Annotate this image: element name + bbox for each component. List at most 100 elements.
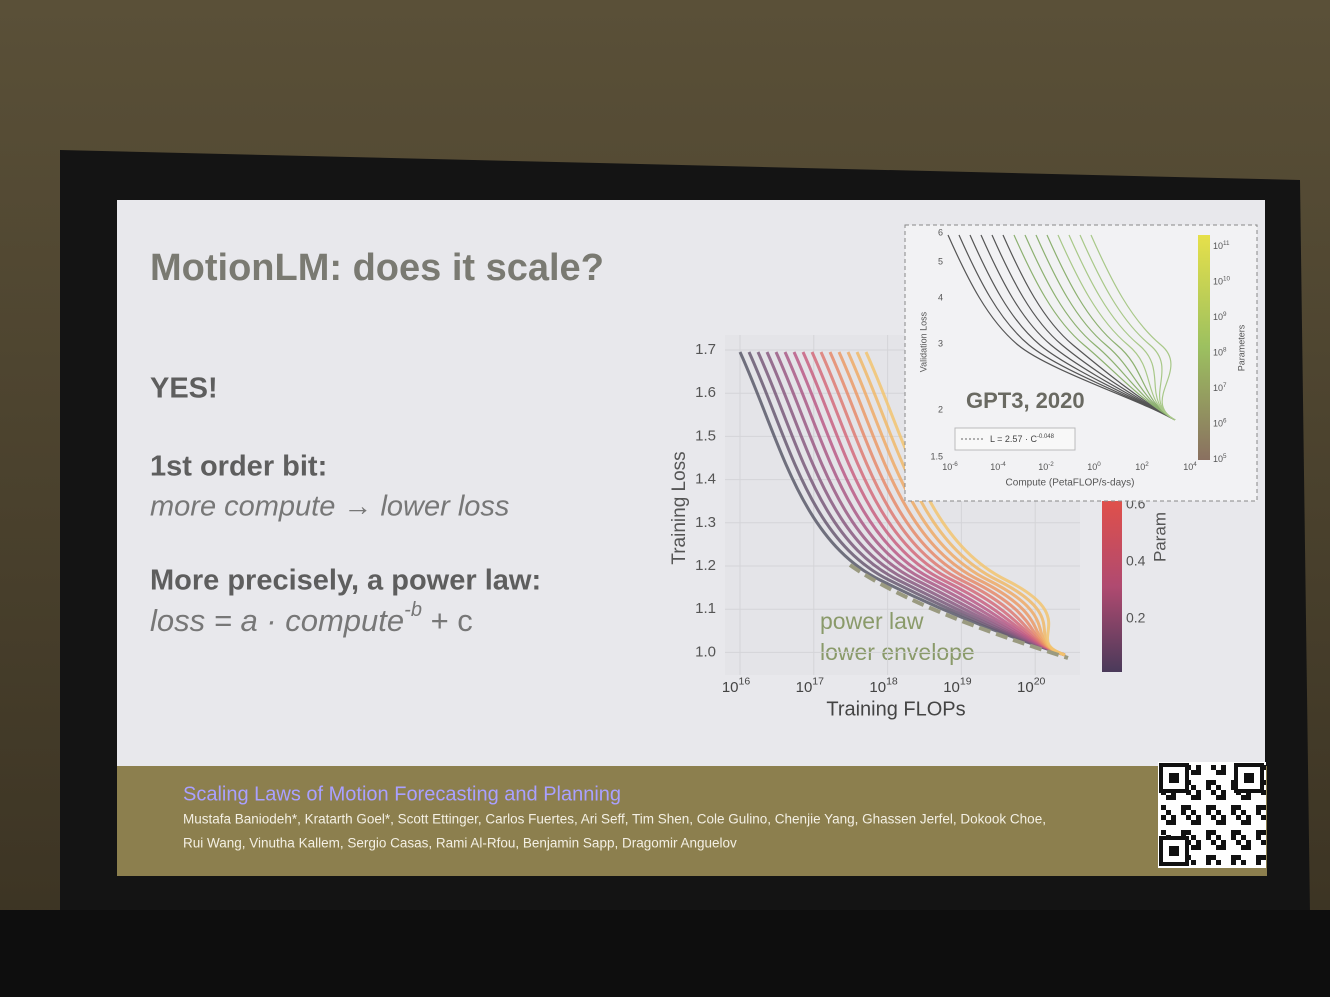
curve <box>828 351 1066 657</box>
qr-cell <box>1206 805 1211 810</box>
qr-finder-dot <box>1169 846 1179 856</box>
qr-code <box>1158 762 1266 868</box>
tick-label: 109 <box>1213 311 1227 323</box>
tick-label: 108 <box>1213 346 1227 358</box>
tick-label: 10-2 <box>1038 461 1054 473</box>
curve <box>810 351 1066 657</box>
inset: Validation Loss Compute (PetaFLOP/s-days… <box>904 224 1258 502</box>
y-tick-label: 1.4 <box>695 471 716 488</box>
qr-cell <box>1246 815 1251 820</box>
inset-colorbar-label: Parameters <box>1236 324 1246 371</box>
qr-cell <box>1191 810 1196 815</box>
qr-cell <box>1196 845 1201 850</box>
qr-cell <box>1236 805 1241 810</box>
qr-cell <box>1191 770 1196 775</box>
qr-cell <box>1206 780 1211 785</box>
tick-base: 10 <box>1038 462 1048 472</box>
inset-x-label: Compute (PetaFLOP/s-days) <box>1006 478 1135 489</box>
qr-cell <box>1231 830 1236 835</box>
y-tick-label: 1.1 <box>695 600 716 617</box>
qr-cell <box>1261 855 1266 860</box>
tick-label: 1019 <box>943 675 972 696</box>
tick-label: 10-4 <box>990 461 1006 473</box>
yes: YES! <box>150 373 218 405</box>
curve <box>846 351 1066 657</box>
formula-lhs: loss = a · compute <box>150 603 404 638</box>
tick-base: 10 <box>1017 679 1034 696</box>
qr-cell <box>1241 835 1246 840</box>
qr-cell <box>1196 815 1201 820</box>
heading: 1st order bit: <box>150 451 327 483</box>
tick-exp: -4 <box>1000 461 1006 468</box>
tick-exp: 9 <box>1223 311 1227 318</box>
tick-exp: 18 <box>886 675 898 687</box>
colorbar-label: Param <box>1150 512 1169 562</box>
tick-label: 1018 <box>869 675 898 696</box>
qr-cell <box>1231 805 1236 810</box>
tick-label: 104 <box>1183 461 1197 473</box>
y-tick-label: 1.0 <box>695 643 716 660</box>
y-tick-label: 1.2 <box>695 557 716 574</box>
inset-curve <box>1057 234 1176 421</box>
envelope <box>848 563 1069 660</box>
curve <box>819 351 1066 657</box>
qr-cell <box>1236 830 1241 835</box>
qr-cell <box>1261 815 1266 820</box>
qr-cell <box>1221 815 1226 820</box>
formula: loss = a · compute-b + c <box>150 599 473 638</box>
authors: Mustafa Baniodeh*, Kratarth Goel*, Scott… <box>183 812 1046 827</box>
qr-cell <box>1246 820 1251 825</box>
qr-cell <box>1231 855 1236 860</box>
tick-label: 1010 <box>1213 275 1231 287</box>
qr-cell <box>1216 835 1221 840</box>
inset-curve <box>1002 234 1176 421</box>
qr-cell <box>1181 830 1186 835</box>
qr-cell <box>1246 840 1251 845</box>
curve <box>792 351 1066 657</box>
tick-base: 10 <box>1213 277 1223 287</box>
tick-base: 10 <box>796 679 813 696</box>
inset-curve <box>1090 234 1176 421</box>
tick-exp: 2 <box>1145 461 1149 468</box>
qr-cell <box>1216 785 1221 790</box>
qr-cell <box>1191 820 1196 825</box>
tick-base: 10 <box>1213 312 1223 322</box>
formula-rhs: + c <box>422 603 473 638</box>
y-tick-label: 1.6 <box>695 384 716 401</box>
formula-exp: -b <box>404 599 422 621</box>
qr-cell <box>1211 805 1216 810</box>
qr-cell <box>1211 830 1216 835</box>
qr-cell <box>1206 810 1211 815</box>
qr-cell <box>1211 765 1216 770</box>
qr-cell <box>1211 780 1216 785</box>
qr-cell <box>1231 860 1236 865</box>
tick-exp: 4 <box>1193 461 1197 468</box>
inset-legend <box>954 427 1076 451</box>
tick-base: 10 <box>722 679 739 696</box>
inset-curve <box>958 234 1176 421</box>
qr-cell <box>1221 770 1226 775</box>
legend-text: L = 2.57 · C-0.048 <box>990 434 1055 445</box>
qr-cell <box>1196 840 1201 845</box>
inset-y-tick: 6 <box>938 227 943 237</box>
footer-band <box>117 766 1267 876</box>
qr-cell <box>1196 790 1201 795</box>
tick-label: 1011 <box>1213 240 1230 252</box>
colorbar-tick-label: 0.2 <box>1126 610 1146 626</box>
inset-y-tick: 5 <box>938 256 943 266</box>
qr-cell <box>1231 780 1236 785</box>
y-tick-label: 1.5 <box>695 427 716 444</box>
tick-exp: 10 <box>1223 275 1231 282</box>
tick-label: 106 <box>1213 417 1227 429</box>
qr-cell <box>1256 810 1261 815</box>
qr-cell <box>1256 855 1261 860</box>
tick-base: 10 <box>1183 462 1193 472</box>
qr-finder <box>1159 763 1189 793</box>
qr-cell <box>1241 845 1246 850</box>
inset-curve <box>1046 234 1176 421</box>
qr-cell <box>1216 860 1221 865</box>
qr-cell <box>1241 810 1246 815</box>
qr-finder <box>1159 836 1189 866</box>
